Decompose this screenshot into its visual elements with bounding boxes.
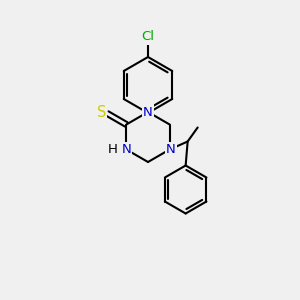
Text: Cl: Cl <box>142 31 154 44</box>
Text: N: N <box>143 106 153 118</box>
Text: N: N <box>122 143 131 156</box>
Text: H: H <box>107 143 117 156</box>
Text: N: N <box>166 143 175 156</box>
Text: S: S <box>97 105 106 120</box>
